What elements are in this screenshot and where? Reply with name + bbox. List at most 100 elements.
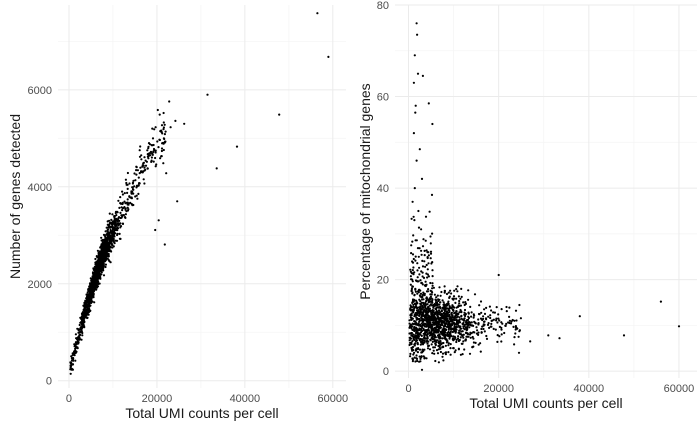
data-point bbox=[140, 158, 143, 161]
data-point bbox=[421, 271, 424, 274]
data-point bbox=[104, 243, 107, 246]
data-point bbox=[83, 320, 86, 323]
data-point bbox=[83, 310, 87, 314]
data-point bbox=[157, 219, 160, 222]
x-tick-label: 40000 bbox=[574, 383, 605, 395]
data-point bbox=[444, 344, 447, 347]
data-point bbox=[423, 334, 426, 337]
data-point bbox=[100, 236, 103, 239]
data-point bbox=[433, 352, 436, 355]
data-point bbox=[427, 310, 430, 313]
data-point bbox=[127, 203, 130, 206]
data-point bbox=[508, 319, 511, 322]
data-point bbox=[278, 113, 281, 116]
data-point bbox=[412, 333, 415, 336]
data-point bbox=[443, 322, 446, 325]
data-point bbox=[429, 319, 432, 322]
data-point bbox=[113, 228, 116, 231]
data-point bbox=[437, 361, 440, 364]
data-point bbox=[102, 264, 105, 267]
data-point bbox=[435, 299, 438, 302]
data-point bbox=[462, 301, 465, 304]
data-point bbox=[483, 320, 486, 323]
data-point bbox=[414, 279, 418, 282]
data-point bbox=[455, 340, 458, 344]
data-point bbox=[418, 328, 421, 332]
data-point bbox=[413, 219, 416, 222]
data-point bbox=[409, 332, 412, 335]
data-point bbox=[86, 291, 89, 294]
data-point bbox=[420, 319, 423, 322]
data-point bbox=[107, 258, 110, 261]
data-point bbox=[425, 334, 428, 337]
data-point bbox=[451, 330, 454, 334]
data-point bbox=[111, 222, 115, 225]
data-point bbox=[436, 317, 439, 320]
data-point bbox=[154, 165, 157, 168]
data-point bbox=[151, 127, 154, 130]
x-tick-label: 0 bbox=[66, 393, 72, 405]
data-point bbox=[433, 340, 436, 343]
data-point bbox=[462, 325, 465, 328]
data-point bbox=[108, 219, 111, 222]
data-point bbox=[413, 302, 416, 305]
data-point bbox=[100, 243, 103, 246]
data-point bbox=[420, 253, 423, 256]
data-point bbox=[447, 351, 450, 354]
data-point bbox=[143, 169, 146, 172]
data-point bbox=[100, 239, 103, 242]
data-point bbox=[432, 305, 435, 308]
data-point bbox=[85, 293, 88, 296]
data-point bbox=[408, 319, 411, 322]
data-point bbox=[420, 316, 423, 319]
data-point bbox=[135, 173, 138, 176]
data-point bbox=[76, 340, 79, 344]
data-point bbox=[92, 281, 95, 284]
data-point bbox=[477, 331, 480, 334]
data-point bbox=[514, 309, 518, 312]
data-point bbox=[144, 159, 147, 162]
data-point bbox=[158, 113, 161, 116]
data-point bbox=[116, 210, 119, 213]
data-point bbox=[110, 218, 113, 221]
data-point bbox=[126, 187, 129, 190]
data-point bbox=[498, 319, 501, 322]
data-point bbox=[508, 315, 511, 318]
data-point bbox=[418, 339, 421, 342]
data-point bbox=[88, 308, 91, 311]
data-point bbox=[422, 329, 426, 332]
data-point bbox=[435, 302, 438, 305]
data-point bbox=[434, 336, 437, 339]
data-point bbox=[448, 331, 451, 334]
data-point bbox=[160, 155, 163, 158]
data-point bbox=[176, 200, 179, 203]
data-point bbox=[423, 339, 426, 342]
data-point bbox=[422, 238, 425, 241]
data-point bbox=[148, 143, 152, 146]
data-point bbox=[430, 290, 433, 293]
data-point bbox=[453, 289, 456, 292]
data-point bbox=[436, 324, 439, 327]
x-axis-title: Total UMI counts per cell bbox=[469, 395, 622, 411]
data-point bbox=[447, 342, 450, 345]
data-point bbox=[456, 285, 459, 288]
data-point bbox=[459, 333, 462, 336]
y-tick-label: 60 bbox=[377, 92, 389, 104]
data-point bbox=[70, 359, 73, 362]
data-point bbox=[411, 360, 414, 363]
data-point bbox=[410, 316, 413, 319]
data-point bbox=[432, 286, 435, 289]
data-point bbox=[414, 360, 417, 363]
data-point bbox=[512, 325, 515, 328]
data-point bbox=[437, 306, 440, 309]
data-point bbox=[449, 325, 452, 328]
data-point bbox=[111, 225, 114, 228]
data-point bbox=[455, 297, 458, 300]
data-point bbox=[419, 333, 422, 336]
data-point bbox=[461, 353, 464, 356]
data-point bbox=[432, 323, 435, 326]
data-point bbox=[120, 216, 123, 219]
data-point bbox=[429, 295, 432, 298]
data-point bbox=[143, 166, 146, 169]
data-point bbox=[147, 157, 150, 160]
